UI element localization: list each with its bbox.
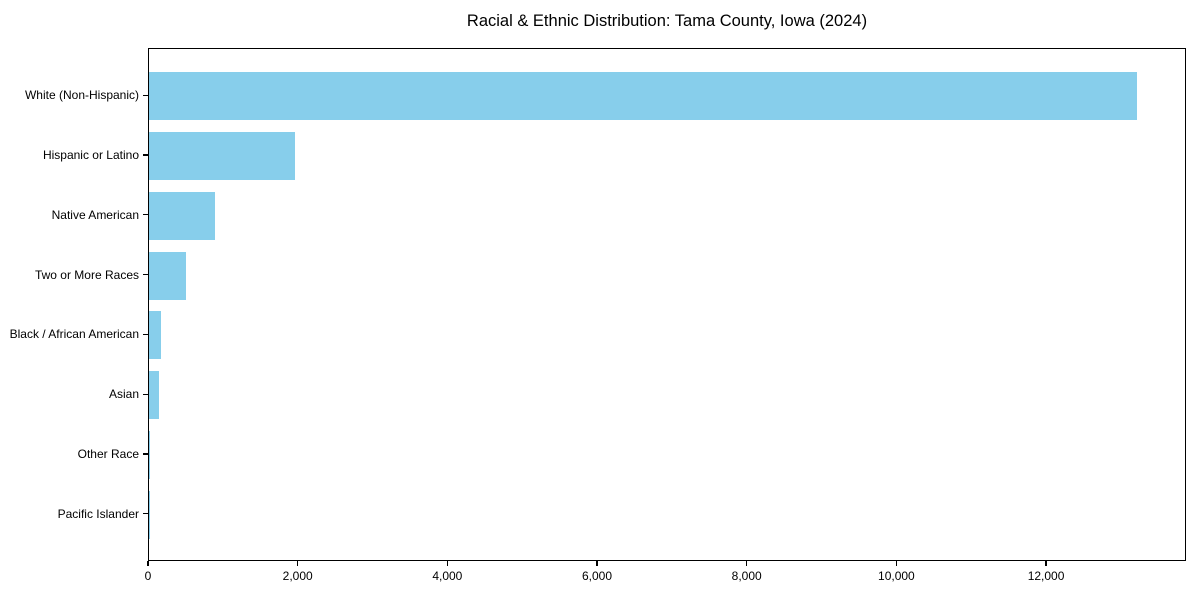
y-tick-label: Asian — [108, 387, 139, 402]
y-tick-label: White (Non-Hispanic) — [24, 88, 139, 103]
y-tick-label: Native American — [51, 207, 139, 222]
x-tick-label: 6,000 — [582, 569, 613, 583]
bar — [149, 311, 161, 360]
y-tick-mark — [143, 274, 148, 276]
plot-area — [148, 48, 1186, 561]
y-tick-label: Other Race — [77, 446, 139, 461]
y-tick-label: Black / African American — [9, 327, 139, 342]
y-tick-mark — [143, 393, 148, 395]
x-tick-mark — [746, 561, 748, 566]
y-tick-mark — [143, 513, 148, 515]
y-tick-mark — [143, 94, 148, 96]
x-tick-mark — [1045, 561, 1047, 566]
x-tick-mark — [297, 561, 299, 566]
x-tick-mark — [446, 561, 448, 566]
bar — [149, 431, 151, 479]
bar — [149, 72, 1137, 121]
x-tick-mark — [895, 561, 897, 566]
bar — [149, 371, 159, 420]
y-tick-label: Hispanic or Latino — [42, 148, 139, 163]
x-tick-label: 4,000 — [432, 569, 463, 583]
x-tick-mark — [596, 561, 598, 566]
x-tick-label: 12,000 — [1027, 569, 1065, 583]
y-tick-label: Two or More Races — [34, 267, 139, 282]
y-tick-label: Pacific Islander — [57, 506, 139, 521]
y-tick-mark — [143, 333, 148, 335]
chart-title: Racial & Ethnic Distribution: Tama Count… — [466, 12, 868, 30]
y-tick-mark — [143, 453, 148, 455]
y-tick-mark — [143, 214, 148, 216]
y-tick-mark — [143, 154, 148, 156]
x-tick-label: 0 — [144, 569, 152, 583]
bar — [149, 251, 187, 300]
x-tick-label: 8,000 — [731, 569, 762, 583]
bar — [149, 191, 216, 240]
x-tick-mark — [147, 561, 149, 566]
bar — [149, 132, 295, 180]
x-tick-label: 2,000 — [282, 569, 313, 583]
x-tick-label: 10,000 — [878, 569, 915, 583]
